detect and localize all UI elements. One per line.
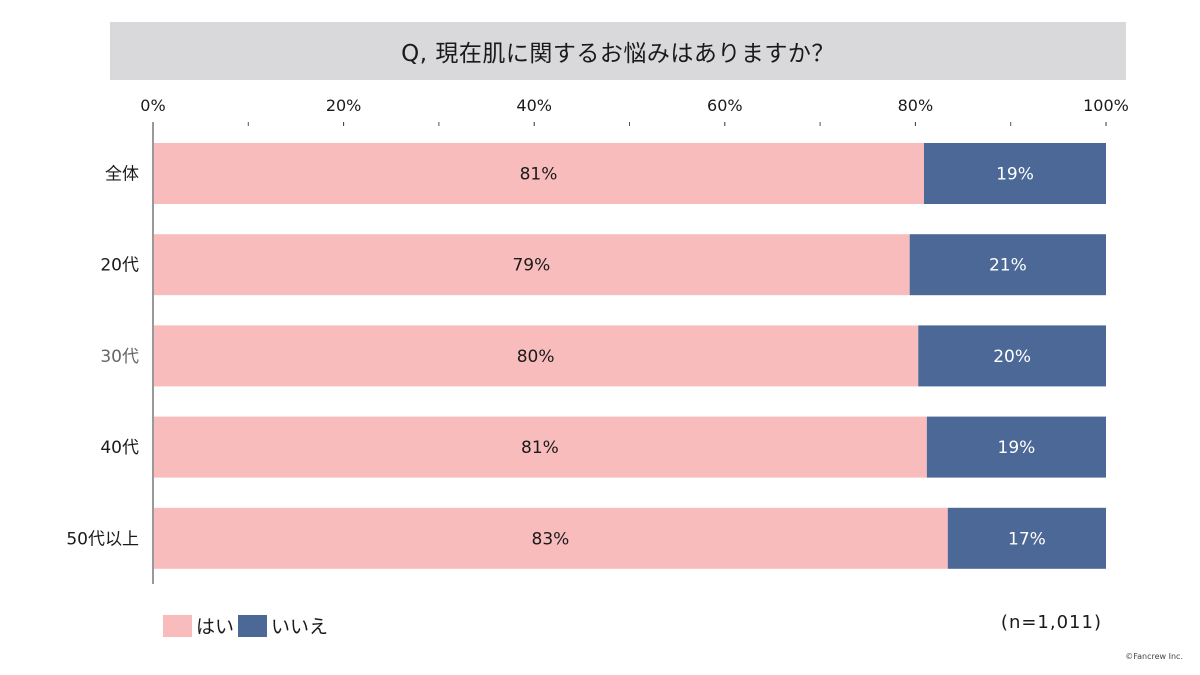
category-label: 40代 xyxy=(100,438,139,458)
x-tick-label: 100% xyxy=(1083,96,1129,115)
data-label-no: 21% xyxy=(989,256,1027,276)
legend: はい いいえ xyxy=(163,612,332,639)
sample-size-note: (n=1,011) xyxy=(1000,612,1102,633)
x-tick-label: 40% xyxy=(516,96,552,115)
data-label-no: 20% xyxy=(993,347,1031,367)
legend-swatch-yes xyxy=(163,614,192,637)
data-label-yes: 81% xyxy=(520,165,558,185)
bar-segment-yes xyxy=(154,143,924,204)
data-label-yes: 80% xyxy=(517,347,555,367)
category-label: 全体 xyxy=(105,165,139,185)
legend-item-yes: はい xyxy=(163,612,234,639)
copyright-note: ©Fancrew Inc. xyxy=(1125,652,1183,661)
bar-segment-yes xyxy=(154,507,948,569)
category-label: 30代 xyxy=(100,347,139,367)
x-tick-label: 0% xyxy=(140,96,165,115)
bar-segment-yes xyxy=(154,325,919,387)
bar-segment-no xyxy=(926,416,1106,478)
data-label-yes: 79% xyxy=(512,256,550,276)
data-label-no: 19% xyxy=(996,165,1034,185)
data-label-no: 17% xyxy=(1008,529,1046,549)
legend-item-no: いいえ xyxy=(238,612,328,639)
bar-segment-yes xyxy=(154,416,927,478)
legend-label-no: いいえ xyxy=(271,616,329,638)
bar-segment-no xyxy=(947,507,1106,569)
x-tick-label: 20% xyxy=(326,96,362,115)
data-label-yes: 81% xyxy=(521,438,559,458)
legend-label-yes: はい xyxy=(196,616,235,638)
x-tick-label: 60% xyxy=(707,96,743,115)
bar-segment-yes xyxy=(154,234,910,296)
data-label-no: 19% xyxy=(998,438,1036,458)
category-label: 20代 xyxy=(100,256,139,276)
bar-segment-no xyxy=(909,234,1106,296)
bar-segment-no xyxy=(918,325,1106,387)
x-tick-label: 80% xyxy=(898,96,934,115)
legend-swatch-no xyxy=(238,614,268,637)
chart-title-band: Q, 現在肌に関するお悩みはありますか？ xyxy=(110,22,1126,80)
chart-title: Q, 現在肌に関するお悩みはありますか？ xyxy=(401,41,835,67)
bar-segment-no xyxy=(923,143,1106,204)
category-label: 50代以上 xyxy=(66,529,139,549)
data-label-yes: 83% xyxy=(532,529,570,549)
